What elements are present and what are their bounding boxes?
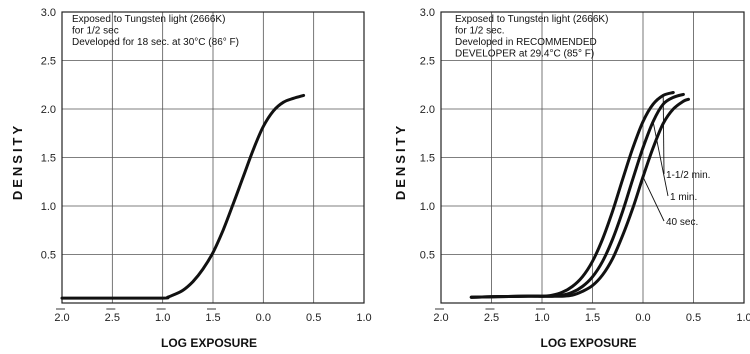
curve-label: 40 sec. xyxy=(666,217,698,228)
y-tick-label: 2.0 xyxy=(420,104,435,116)
y-tick-label: 2.5 xyxy=(420,56,435,68)
x-tick-label: 1.0 xyxy=(356,312,371,324)
curve-label-leader xyxy=(642,176,665,222)
annotation-line: Exposed to Tungsten light (2666K) xyxy=(72,14,225,25)
x-tick-label: 1.0 xyxy=(736,312,750,324)
annotation-line: Developed in RECOMMENDED xyxy=(455,37,597,48)
x-tick-label: 2.0 xyxy=(54,312,69,324)
curve-label: 1 min. xyxy=(670,192,697,203)
y-tick-label: 1.5 xyxy=(41,153,56,165)
x-tick-label: 1.5 xyxy=(585,312,600,324)
plot-frame xyxy=(440,11,745,304)
annotation-line: DEVELOPER at 29.4°C (85° F) xyxy=(455,49,594,60)
y-tick-label: 3.0 xyxy=(41,7,56,19)
series-line-2 xyxy=(469,97,690,299)
y-tick-label: 1.5 xyxy=(420,153,435,165)
annotation-line: for 1/2 sec xyxy=(72,26,119,37)
curve-label: 1-1/2 min. xyxy=(666,170,710,181)
y-tick-label: 0.5 xyxy=(41,250,56,262)
y-tick-label: 0.5 xyxy=(420,250,435,262)
x-tick-label: 0.5 xyxy=(306,312,321,324)
y-tick-label: 1.0 xyxy=(41,201,56,213)
x-tick-label: 0.0 xyxy=(635,312,650,324)
series-line xyxy=(60,93,306,300)
plot-frame xyxy=(61,11,365,304)
chart-panel-2: 2.0 2.5 1.0 1.5 0.0 0.5 1.0 0.5 1.0 1.5 2.0 2.5 3.0 L… xyxy=(393,7,750,350)
x-tick-label: 2.5 xyxy=(105,312,120,324)
annotation-line: Exposed to Tungsten light (2666K) xyxy=(455,14,608,25)
y-axis-label: DENSITY xyxy=(10,123,25,200)
x-tick-label: 1.0 xyxy=(155,312,170,324)
y-tick-label: 1.0 xyxy=(420,201,435,213)
curve-label-leader xyxy=(662,95,665,175)
x-tick-label: 0.0 xyxy=(256,312,271,324)
x-tick-label: 2.0 xyxy=(433,312,448,324)
x-axis-label: LOG EXPOSURE xyxy=(161,336,257,350)
annotation-line: for 1/2 sec. xyxy=(455,26,504,37)
x-axis-label: LOG EXPOSURE xyxy=(540,336,636,350)
x-tick-label: 2.5 xyxy=(484,312,499,324)
y-tick-label: 2.0 xyxy=(41,104,56,116)
curve-label-leader xyxy=(652,121,669,197)
y-tick-label: 3.0 xyxy=(420,7,435,19)
chart-panel-1: 2.0 2.5 1.0 1.5 0.0 0.5 1.0 0.5 1.0 1.5 2.0 2.5 3.0 L… xyxy=(10,7,372,350)
x-tick-label: 1.0 xyxy=(534,312,549,324)
x-tick-label: 0.5 xyxy=(686,312,701,324)
x-tick-label: 1.5 xyxy=(205,312,220,324)
annotation-line: Developed for 18 sec. at 30°C (86° F) xyxy=(72,37,239,48)
y-tick-label: 2.5 xyxy=(41,56,56,68)
y-axis-label: DENSITY xyxy=(393,123,408,200)
